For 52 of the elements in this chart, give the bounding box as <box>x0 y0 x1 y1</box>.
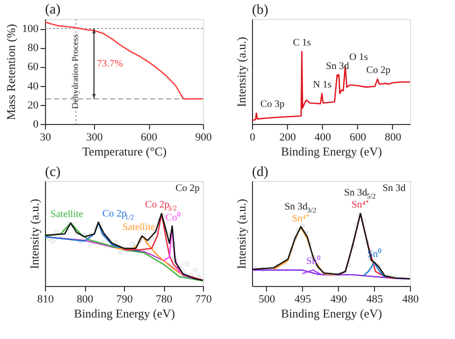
y-tick-label: 100 <box>22 23 39 36</box>
x-tick-label: 495 <box>294 294 312 306</box>
x-tick-label: 400 <box>314 132 332 144</box>
x-tick-label: 800 <box>76 294 94 306</box>
annotation: N 1s <box>312 80 332 91</box>
y-axis-title: Intensity (a.u.) <box>28 198 42 270</box>
x-tick-label: 300 <box>86 132 104 144</box>
series-label: Sn⁴⁺ <box>292 213 310 224</box>
x-tick-label: 600 <box>140 132 158 144</box>
x-tick-label: 900 <box>195 132 212 144</box>
x-axis-title: Temperature (°C) <box>82 144 167 158</box>
x-tick-label: 490 <box>330 294 348 306</box>
y-tick-label: 0 <box>33 118 39 130</box>
x-tick-label: 485 <box>366 294 384 306</box>
y-tick-label: 40 <box>28 80 39 92</box>
annotation: C 1s <box>292 38 312 49</box>
x-tick-label: 200 <box>279 132 296 144</box>
y-tick-label: 20 <box>28 99 39 112</box>
x-tick-label: 500 <box>258 294 276 306</box>
y-tick-label: 80 <box>28 42 39 54</box>
x-tick-label: 810 <box>37 294 54 306</box>
series-label: Satellite <box>122 222 156 234</box>
series-label: Sn⁴⁺ <box>351 200 370 211</box>
x-tick-label: 480 <box>402 294 420 306</box>
x-axis-title: Binding Energy (eV) <box>280 306 382 320</box>
series-label: Co⁰ <box>165 212 182 224</box>
y-axis-title: Mass Retention (%) <box>4 24 18 120</box>
x-tick-label: 770 <box>195 294 212 306</box>
x-tick-label: 600 <box>350 132 367 144</box>
annotation: O 1s <box>349 52 368 64</box>
annotation: Sn 3d <box>326 60 349 72</box>
x-tick-label: 0 <box>250 132 256 144</box>
text: Co 2p <box>176 183 200 194</box>
annotation: 73.7% <box>96 58 123 70</box>
x-tick-label: 30 <box>40 132 52 144</box>
x-axis-title: Binding Energy (eV) <box>74 306 176 320</box>
chart-title: (b) <box>252 3 269 18</box>
chart-title: (a) <box>45 2 61 18</box>
x-tick-label: 790 <box>116 294 134 306</box>
series-label: Satellite <box>50 209 84 220</box>
y-axis-title: Intensity (a.u.) <box>234 198 248 270</box>
x-tick-label: 800 <box>384 132 402 144</box>
y-axis-title: Intensity (a.u.) <box>234 36 248 108</box>
annotation: Co 2p <box>366 65 390 76</box>
x-axis-title: Binding Energy (eV) <box>280 144 382 158</box>
annotation: Co 3p <box>260 99 285 110</box>
text: Sn 3d <box>382 183 406 194</box>
chart-title: (d) <box>252 165 269 180</box>
ref-line-label: Dehydration Process <box>70 34 80 109</box>
x-tick-label: 780 <box>156 294 173 306</box>
chart-title: (c) <box>45 165 61 180</box>
y-tick-label: 60 <box>28 61 39 74</box>
